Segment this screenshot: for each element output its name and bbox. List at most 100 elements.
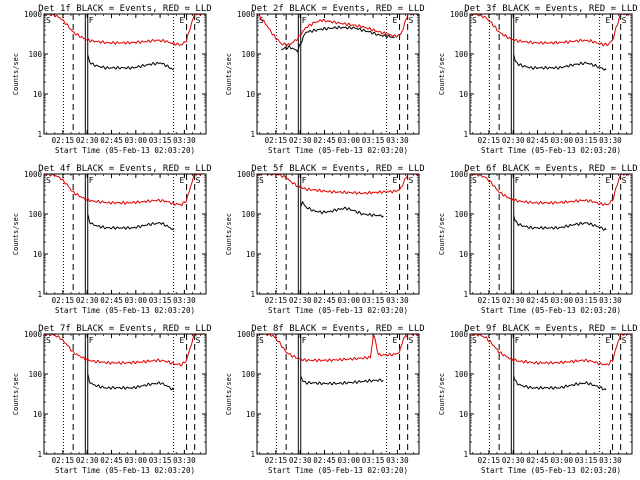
x-tick-label: 02:30 [502, 296, 525, 305]
x-tick-label: 03:30 [173, 136, 196, 145]
y-axis-label: Counts/sec [438, 373, 446, 415]
x-tick-label: 03:15 [362, 456, 385, 465]
interval-annotation: E [606, 176, 611, 185]
x-tick-label: 02:15 [52, 296, 75, 305]
x-tick-label: 03:00 [551, 136, 574, 145]
y-tick-label: 10 [246, 250, 256, 259]
lld-series-line [44, 333, 207, 367]
x-tick-label: 03:15 [575, 456, 598, 465]
x-tick-label: 02:45 [313, 296, 336, 305]
x-tick-label: 02:30 [502, 136, 525, 145]
chart-panel: Det 9f BLACK = Events, RED = LLD 1 10 100 10… [438, 324, 638, 475]
chart-panel: Det 8f BLACK = Events, RED = LLD 1 10 100 10… [225, 324, 425, 475]
chart-panel: Det 5f BLACK = Events, RED = LLD 1 10 100 10… [225, 164, 425, 315]
plot-frame [43, 173, 207, 295]
events-series-line [300, 200, 384, 218]
x-tick-label: 03:00 [125, 136, 148, 145]
y-tick-label: 1 [463, 290, 468, 299]
interval-annotation: S [196, 16, 201, 25]
y-tick-label: 1 [250, 290, 255, 299]
y-axis-label: Counts/sec [225, 53, 233, 95]
y-axis-label: Counts/sec [438, 213, 446, 255]
y-tick-label: 1 [250, 130, 255, 139]
x-tick-label: 03:30 [599, 136, 622, 145]
x-tick-label: 03:15 [149, 296, 172, 305]
y-axis-label: Counts/sec [12, 213, 20, 255]
y-tick-label: 100 [454, 370, 468, 379]
y-tick-label: 100 [28, 50, 42, 59]
y-tick-label: 10 [33, 410, 43, 419]
interval-annotation: S [472, 16, 477, 25]
x-axis-label: Start Time (05-Feb-13 02:03:20) [55, 146, 195, 155]
interval-annotation: F [515, 16, 520, 25]
plot-frame [469, 333, 633, 455]
interval-annotation: S [409, 336, 414, 345]
x-tick-label: 03:15 [575, 296, 598, 305]
interval-annotation: S [622, 16, 627, 25]
lld-series-line [470, 173, 632, 207]
events-series-line [87, 373, 175, 391]
x-tick-label: 02:45 [313, 136, 336, 145]
interval-annotation: E [393, 336, 398, 345]
y-tick-label: 1 [37, 450, 42, 459]
interval-annotation: E [180, 176, 185, 185]
x-tick-label: 03:15 [575, 136, 598, 145]
panel-title: Det 5f BLACK = Events, RED = LLD [251, 164, 424, 174]
x-tick-label: 02:45 [100, 296, 123, 305]
x-tick-label: 02:45 [526, 296, 549, 305]
x-tick-label: 03:30 [386, 456, 409, 465]
y-tick-label: 1 [463, 450, 468, 459]
plot-frame [256, 333, 420, 455]
y-tick-label: 1000 [450, 330, 469, 339]
panel-title: Det 7f BLACK = Events, RED = LLD [38, 324, 211, 334]
interval-annotation: F [515, 336, 520, 345]
x-axis-label: Start Time (05-Feb-13 02:03:20) [481, 146, 621, 155]
x-tick-label: 03:30 [599, 296, 622, 305]
y-tick-label: 100 [241, 210, 255, 219]
x-tick-label: 03:30 [386, 296, 409, 305]
panel-title: Det 3f BLACK = Events, RED = LLD [464, 4, 637, 14]
panel-title: Det 8f BLACK = Events, RED = LLD [251, 324, 424, 334]
panel-title: Det 4f BLACK = Events, RED = LLD [38, 164, 211, 174]
y-tick-label: 100 [241, 370, 255, 379]
y-tick-label: 10 [33, 250, 43, 259]
y-tick-label: 1000 [450, 10, 469, 19]
x-tick-label: 03:00 [338, 296, 361, 305]
x-tick-label: 03:15 [362, 136, 385, 145]
x-tick-label: 03:00 [125, 296, 148, 305]
interval-annotation: F [89, 16, 94, 25]
interval-annotation: F [89, 176, 94, 185]
interval-annotation: S [46, 16, 51, 25]
x-tick-label: 02:45 [100, 456, 123, 465]
x-tick-label: 03:00 [551, 296, 574, 305]
events-series-line [513, 375, 607, 391]
panel-title: Det 1f BLACK = Events, RED = LLD [38, 4, 211, 14]
plot-frame [256, 13, 420, 135]
y-tick-label: 100 [454, 210, 468, 219]
x-axis-label: Start Time (05-Feb-13 02:03:20) [268, 146, 408, 155]
x-tick-label: 03:30 [599, 456, 622, 465]
x-tick-label: 02:30 [76, 296, 99, 305]
lld-series-line [470, 13, 632, 47]
x-tick-label: 03:30 [173, 296, 196, 305]
interval-annotation: S [622, 336, 627, 345]
x-tick-label: 02:45 [526, 136, 549, 145]
x-axis-label: Start Time (05-Feb-13 02:03:20) [481, 466, 621, 475]
y-tick-label: 1000 [24, 10, 43, 19]
x-tick-label: 02:30 [289, 456, 312, 465]
lld-series-line [43, 13, 207, 46]
x-tick-label: 03:15 [149, 136, 172, 145]
x-tick-label: 02:15 [478, 456, 501, 465]
y-tick-label: 10 [246, 410, 256, 419]
x-tick-label: 03:30 [386, 136, 409, 145]
y-tick-label: 1 [463, 130, 468, 139]
interval-annotation: S [46, 176, 51, 185]
x-tick-label: 02:45 [526, 456, 549, 465]
interval-annotation: E [606, 16, 611, 25]
x-tick-label: 03:00 [551, 456, 574, 465]
lld-series-line [256, 13, 420, 47]
y-tick-label: 1000 [237, 10, 256, 19]
y-axis-label: Counts/sec [225, 373, 233, 415]
y-tick-label: 100 [28, 210, 42, 219]
